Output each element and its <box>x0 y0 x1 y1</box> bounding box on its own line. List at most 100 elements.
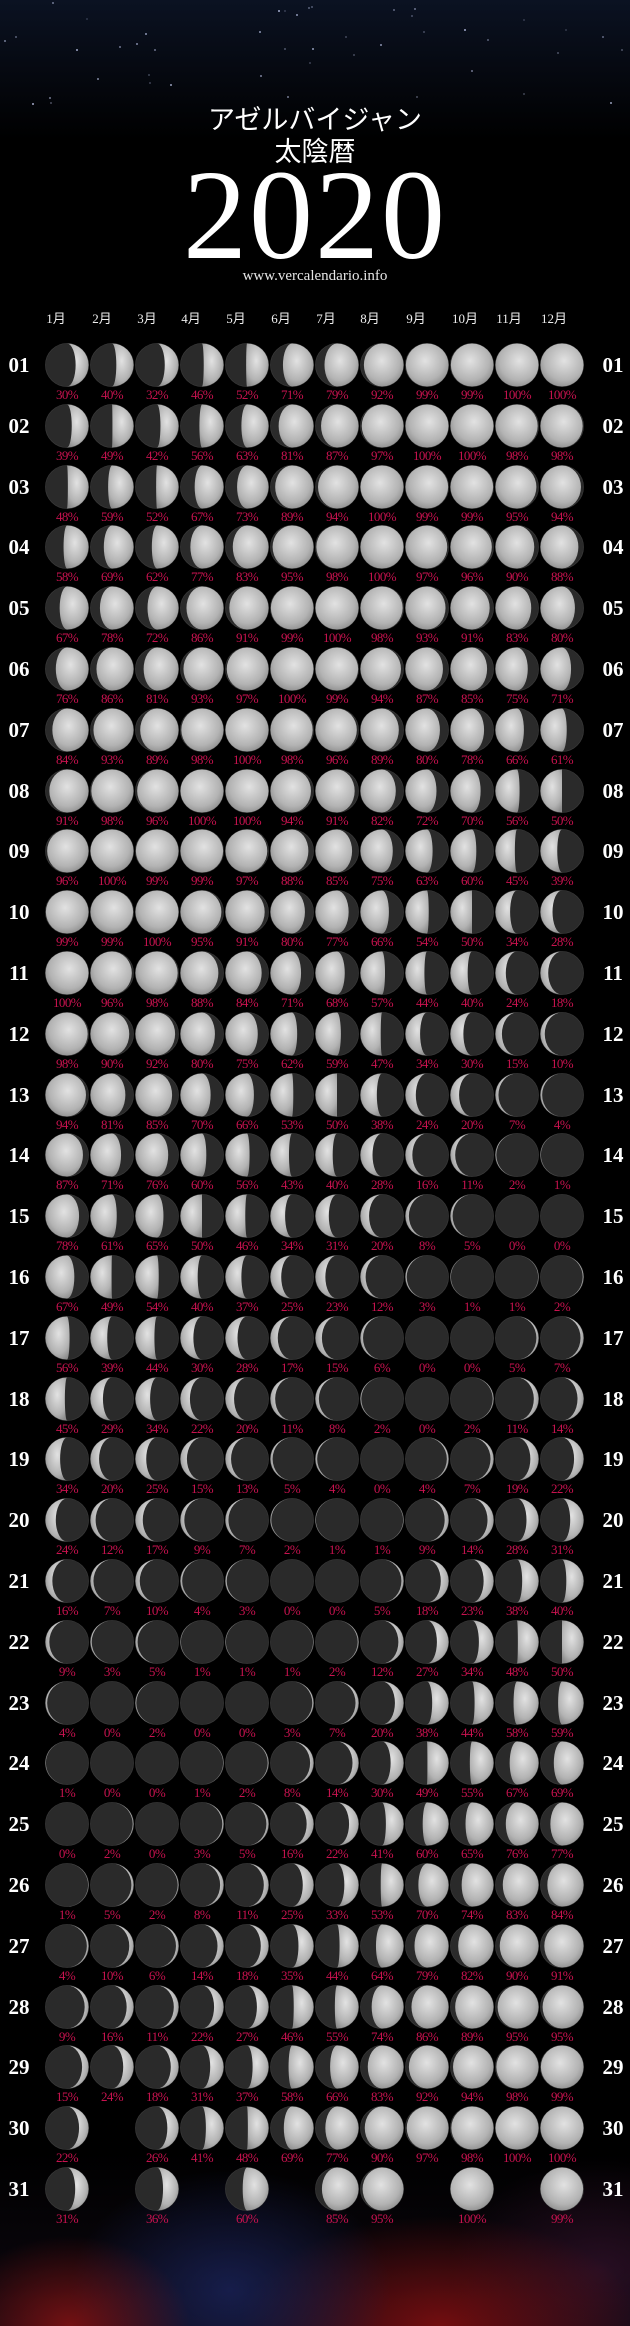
illumination-percent: 37% <box>235 1299 259 1314</box>
moon-phase-icon <box>270 1680 314 1725</box>
moon-lit-part <box>247 1924 269 1968</box>
moon-phase-icon <box>225 951 269 995</box>
moon-lit-part <box>292 1741 314 1785</box>
moon-phase-icon <box>540 1255 584 1299</box>
moon-lit-part <box>45 1012 88 1056</box>
moon-shadow <box>405 1315 449 1360</box>
day-label-right: 12 <box>602 1021 624 1046</box>
illumination-percent: 89% <box>370 751 394 767</box>
moon-lit-part <box>225 951 262 995</box>
moon-lit-part <box>540 1012 562 1056</box>
illumination-percent: 58% <box>505 1724 529 1740</box>
moon-phase-icon <box>540 1802 584 1847</box>
moon-phase-icon <box>270 1863 314 1907</box>
illumination-percent: 29% <box>100 1420 124 1436</box>
illumination-percent: 25% <box>145 1481 169 1497</box>
illumination-percent: 11% <box>146 2028 168 2044</box>
moon-lit-part <box>422 1802 449 1846</box>
illumination-percent: 66% <box>325 2089 349 2105</box>
illumination-percent: 95% <box>190 934 214 950</box>
illumination-percent: 50% <box>460 934 484 950</box>
moon-lit-part <box>47 829 89 873</box>
moon-lit-part <box>112 404 134 448</box>
illumination-percent: 98% <box>145 995 169 1010</box>
illumination-percent: 93% <box>415 630 439 646</box>
illumination-percent: 10% <box>100 1967 124 1983</box>
illumination-percent: 44% <box>460 1724 484 1740</box>
moon-phase-icon <box>225 525 269 570</box>
illumination-percent: 1% <box>193 1663 211 1679</box>
moon-lit-part <box>45 1133 83 1177</box>
illumination-percent: 65% <box>145 1238 169 1254</box>
moon-lit-part <box>540 2045 584 2089</box>
moon-lit-part <box>324 343 359 387</box>
moon-phase-icon <box>315 2167 359 2211</box>
moon-phase-icon <box>405 1133 449 1178</box>
star <box>416 95 418 98</box>
illumination-percent: 100% <box>458 2211 487 2226</box>
illumination-percent: 100% <box>368 569 397 585</box>
moon-phase-icon <box>315 1376 359 1421</box>
moon-phase-icon <box>45 1194 89 1239</box>
moon-lit-part <box>558 1681 584 1725</box>
moon-lit-part <box>45 1498 67 1542</box>
illumination-percent: 95% <box>505 2028 529 2044</box>
illumination-percent: 100% <box>548 387 577 402</box>
day-label-right: 30 <box>602 2116 624 2141</box>
moon-phase-icon <box>225 1498 269 1543</box>
moon-phase-icon <box>225 1984 269 2029</box>
moon-phase-icon <box>315 1680 359 1725</box>
moon-lit-part <box>45 951 89 995</box>
moon-phase-icon <box>495 1437 539 1482</box>
moon-lit-part <box>405 465 449 509</box>
moon-lit-part <box>405 586 446 630</box>
moon-phase-icon <box>540 829 584 874</box>
moon-lit-part <box>225 708 269 752</box>
moon-lit-part <box>135 1437 157 1481</box>
illumination-percent: 0% <box>193 1724 211 1740</box>
illumination-percent: 78% <box>460 751 484 767</box>
moon-phase-icon <box>405 829 449 874</box>
illumination-percent: 28% <box>505 1542 529 1558</box>
moon-lit-part <box>495 1073 517 1117</box>
illumination-percent: 58% <box>280 2089 304 2105</box>
moon-lit-part <box>45 1620 67 1664</box>
illumination-percent: 81% <box>280 447 304 463</box>
moon-phase-icon <box>135 1437 179 1482</box>
moon-lit-part <box>450 343 494 387</box>
moon-lit-part <box>363 343 404 387</box>
moon-phase-icon <box>270 647 314 691</box>
moon-lit-part <box>405 708 440 752</box>
moon-phase-icon <box>360 586 404 631</box>
illumination-percent: 0% <box>103 1724 121 1740</box>
illumination-percent: 98% <box>460 2150 484 2166</box>
illumination-percent: 99% <box>325 691 349 706</box>
moon-phase-icon <box>360 1255 404 1299</box>
illumination-percent: 99% <box>460 387 484 402</box>
month-header: 10月 <box>451 311 478 326</box>
moon-lit-part <box>517 1620 539 1664</box>
moon-lit-part <box>225 1498 247 1542</box>
moon-lit-part <box>315 1255 337 1299</box>
moon-lit-part <box>67 343 89 387</box>
title-calendar-type: 太陰暦 <box>274 137 356 167</box>
moon-phase-icon <box>180 1376 224 1421</box>
moon-phase-icon <box>225 2167 269 2211</box>
illumination-percent: 1% <box>283 1663 301 1679</box>
illumination-percent: 15% <box>505 1055 529 1071</box>
moon-phase-icon <box>315 1315 359 1360</box>
moon-phase-icon <box>540 890 584 935</box>
illumination-percent: 61% <box>550 751 574 767</box>
moon-lit-part <box>246 343 269 387</box>
illumination-percent: 8% <box>283 1785 301 1801</box>
moon-shadow <box>135 1802 179 1847</box>
illumination-percent: 76% <box>55 691 79 706</box>
moon-lit-part <box>469 1741 494 1785</box>
moon-phase-icon <box>315 1437 359 1482</box>
moon-phase-icon <box>450 1619 494 1664</box>
moon-phase-icon <box>225 1072 269 1117</box>
moon-lit-part <box>275 465 314 509</box>
illumination-percent: 10% <box>145 1603 169 1618</box>
day-label-left: 27 <box>8 1933 30 1958</box>
moon-lit-part <box>360 951 386 995</box>
